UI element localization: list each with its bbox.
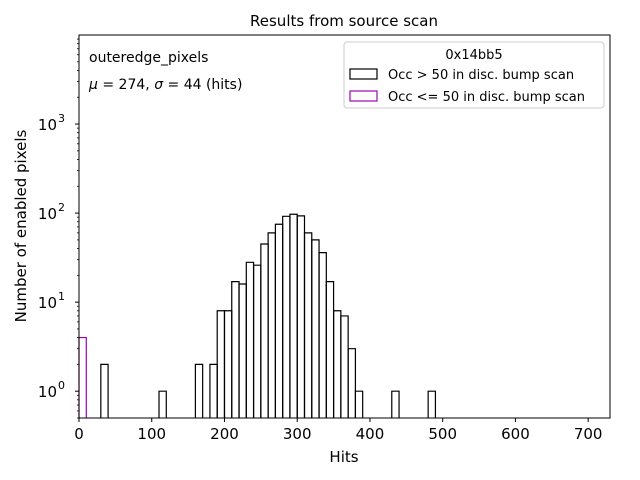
mu-symbol: μ [88, 77, 98, 93]
legend-label-occ-le-50: Occ <= 50 in disc. bump scan [388, 90, 585, 105]
x-tick-label: 400 [356, 425, 385, 443]
y-axis-label: Number of enabled pixels [12, 129, 30, 322]
x-axis: 0 100 200 300 400 500 600 700 [74, 418, 602, 443]
series-layer [78, 213, 437, 418]
y-tick-exponent: 1 [58, 290, 65, 303]
annotation-stats: μ = 274, σ = 44 (hits) [88, 77, 242, 93]
x-tick-label: 300 [283, 425, 312, 443]
legend-box [343, 41, 605, 109]
sigma-symbol: σ [154, 77, 164, 93]
histogram-bar [354, 390, 364, 418]
legend-title: 0x14bb5 [445, 48, 502, 63]
series-0 [100, 213, 437, 418]
y-tick-label: 10 [38, 294, 57, 312]
x-tick-label: 200 [210, 425, 239, 443]
y-tick-exponent: 2 [58, 201, 65, 214]
sigma-value: = 44 (hits) [163, 77, 242, 93]
legend: 0x14bb5 Occ > 50 in disc. bump scan Occ … [343, 41, 605, 109]
y-tick-exponent: 0 [58, 379, 65, 392]
x-tick-label: 500 [428, 425, 457, 443]
x-tick-label: 0 [74, 425, 84, 443]
x-tick-label: 700 [574, 425, 603, 443]
x-tick-label: 100 [137, 425, 166, 443]
chart-title: Results from source scan [250, 12, 438, 30]
histogram-bar [391, 390, 400, 418]
histogram-bar [100, 363, 109, 418]
legend-swatch-occ-le-50 [349, 90, 378, 102]
legend-label-occ-gt-50: Occ > 50 in disc. bump scan [388, 68, 574, 83]
annotation-name: outeredge_pixels [89, 50, 208, 66]
y-tick-label: 10 [38, 116, 57, 134]
x-tick-label: 600 [501, 425, 530, 443]
mu-value: = 274, [98, 77, 154, 93]
histogram-bar [427, 390, 437, 418]
y-tick-label: 10 [38, 383, 57, 401]
histogram-bar [194, 363, 204, 418]
x-axis-label: Hits [329, 448, 358, 466]
legend-swatch-occ-gt-50 [349, 68, 378, 80]
histogram-bar [158, 390, 167, 418]
y-tick-label: 10 [38, 205, 57, 223]
histogram-bar [347, 348, 357, 418]
y-tick-exponent: 3 [58, 112, 65, 125]
